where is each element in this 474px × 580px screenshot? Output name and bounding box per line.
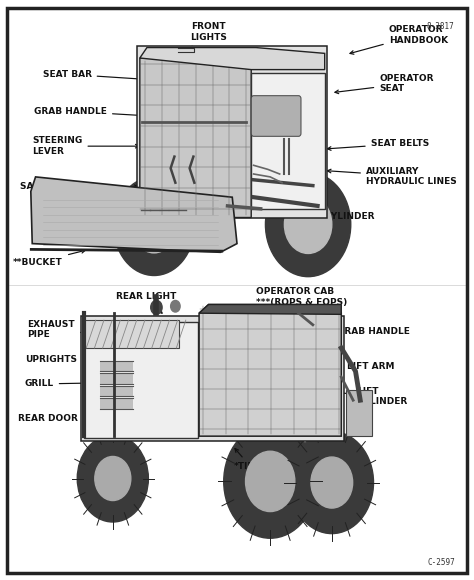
- Text: OPERATOR
HANDBOOK: OPERATOR HANDBOOK: [350, 25, 448, 55]
- Text: EXHAUST
PIPE: EXHAUST PIPE: [27, 320, 115, 339]
- Text: SEAT BELTS: SEAT BELTS: [328, 139, 429, 150]
- FancyBboxPatch shape: [346, 390, 372, 436]
- Text: LIFT ARM: LIFT ARM: [310, 362, 394, 372]
- Polygon shape: [31, 177, 237, 252]
- Text: FRONT
LIGHTS: FRONT LIGHTS: [187, 22, 227, 50]
- Text: *TIRES: *TIRES: [233, 448, 267, 471]
- Text: TILT CYLINDER: TILT CYLINDER: [276, 208, 375, 222]
- Circle shape: [114, 177, 194, 276]
- Circle shape: [95, 456, 131, 501]
- Circle shape: [151, 300, 162, 314]
- Circle shape: [265, 172, 351, 277]
- Text: SAFETY TREAD: SAFETY TREAD: [20, 182, 138, 191]
- Text: STEERING
LEVER: STEERING LEVER: [32, 136, 139, 156]
- Text: GRAB HANDLE: GRAB HANDLE: [297, 327, 410, 342]
- FancyBboxPatch shape: [84, 322, 198, 438]
- Text: SEAT BAR: SEAT BAR: [43, 70, 152, 81]
- Circle shape: [132, 200, 176, 253]
- Text: GRAB HANDLE: GRAB HANDLE: [34, 107, 146, 117]
- Polygon shape: [140, 48, 325, 70]
- Text: UPRIGHTS: UPRIGHTS: [25, 355, 109, 364]
- Circle shape: [224, 425, 317, 538]
- Circle shape: [171, 300, 180, 312]
- FancyBboxPatch shape: [137, 46, 327, 218]
- FancyBboxPatch shape: [251, 72, 325, 209]
- Text: GRILL: GRILL: [25, 379, 101, 389]
- Text: OPERATOR
SEAT: OPERATOR SEAT: [335, 74, 434, 93]
- Text: REAR LIGHT: REAR LIGHT: [116, 292, 176, 313]
- Text: 8-3817: 8-3817: [426, 22, 454, 31]
- Circle shape: [284, 195, 332, 253]
- Circle shape: [77, 435, 148, 522]
- FancyBboxPatch shape: [84, 320, 179, 348]
- Text: OPERATOR CAB
***(ROPS & FOPS): OPERATOR CAB ***(ROPS & FOPS): [249, 287, 347, 315]
- Circle shape: [290, 432, 374, 534]
- Polygon shape: [199, 304, 341, 436]
- Text: REAR DOOR: REAR DOOR: [18, 414, 96, 423]
- Text: C-2597: C-2597: [427, 558, 455, 567]
- Circle shape: [246, 451, 295, 512]
- Text: AUXILIARY
HYDRAULIC LINES: AUXILIARY HYDRAULIC LINES: [328, 166, 456, 186]
- Text: LIFT
CYLINDER: LIFT CYLINDER: [310, 387, 408, 407]
- FancyBboxPatch shape: [81, 316, 344, 441]
- Polygon shape: [140, 58, 251, 218]
- Polygon shape: [199, 304, 341, 314]
- Circle shape: [311, 457, 353, 508]
- Text: **BUCKET: **BUCKET: [13, 249, 85, 267]
- FancyBboxPatch shape: [251, 96, 301, 136]
